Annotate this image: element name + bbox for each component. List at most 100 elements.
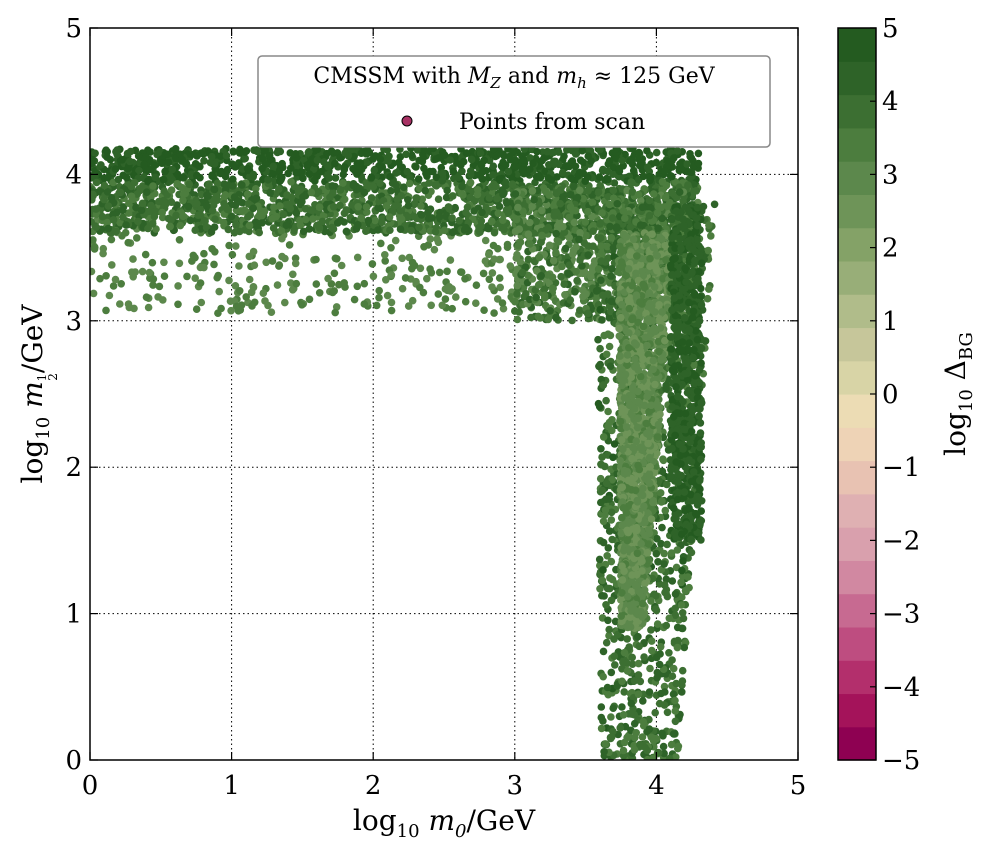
scatter-point bbox=[548, 273, 557, 282]
scatter-point bbox=[669, 664, 678, 673]
scatter-point bbox=[309, 215, 317, 223]
scatter-point bbox=[435, 213, 444, 221]
scatter-point bbox=[245, 275, 254, 284]
scatter-point bbox=[90, 236, 97, 244]
scatter-point bbox=[604, 544, 613, 552]
scatter-point bbox=[281, 298, 289, 307]
scatter-point bbox=[645, 196, 654, 205]
scatter-point bbox=[342, 227, 351, 236]
scatter-point bbox=[249, 283, 258, 291]
scatter-point bbox=[603, 174, 611, 183]
scatter-point bbox=[91, 243, 99, 251]
scatter-point bbox=[558, 262, 566, 271]
scatter-point bbox=[340, 209, 349, 218]
scatter-point bbox=[397, 215, 406, 223]
scatter-point bbox=[266, 189, 274, 197]
scatter-point bbox=[654, 224, 662, 232]
scatter-point bbox=[200, 249, 208, 258]
scatter-point bbox=[433, 235, 441, 243]
scatter-point bbox=[449, 192, 457, 200]
scatter-point bbox=[175, 259, 184, 268]
scatter-point bbox=[619, 746, 628, 755]
scatter-point bbox=[325, 174, 334, 182]
scatter-point bbox=[155, 197, 163, 206]
scatter-point bbox=[173, 180, 181, 188]
scatter-point bbox=[261, 297, 269, 305]
scatter-point bbox=[225, 276, 233, 285]
scatter-point bbox=[383, 291, 392, 300]
scatter-point bbox=[279, 210, 288, 219]
scatter-point bbox=[230, 228, 239, 237]
scatter-point bbox=[600, 592, 608, 600]
scatter-point bbox=[597, 713, 606, 722]
scatter-point bbox=[174, 300, 182, 309]
scatter-point bbox=[446, 156, 454, 164]
scatter-point bbox=[598, 453, 606, 461]
scatter-point bbox=[299, 174, 307, 183]
scatter-point bbox=[628, 653, 636, 662]
scatter-point bbox=[686, 150, 694, 158]
scatter-point bbox=[282, 221, 291, 229]
scatter-point bbox=[407, 226, 416, 235]
scatter-point bbox=[496, 283, 505, 292]
scatter-point bbox=[596, 305, 604, 314]
scatter-point bbox=[605, 418, 614, 427]
scatter-point bbox=[498, 299, 507, 307]
scatter-point bbox=[552, 229, 560, 238]
scatter-point bbox=[576, 228, 584, 237]
scatter-point bbox=[651, 708, 659, 717]
scatter-point bbox=[596, 220, 604, 228]
scatter-point bbox=[594, 335, 602, 344]
scatter-point bbox=[489, 171, 497, 179]
scatter-point bbox=[149, 281, 157, 289]
scatter-point bbox=[596, 344, 604, 353]
scatter-point bbox=[103, 173, 112, 182]
scatter-point bbox=[655, 660, 664, 669]
scatter-point bbox=[102, 306, 110, 315]
scatter-point bbox=[360, 300, 369, 308]
scatter-point bbox=[249, 170, 258, 179]
scatter-point bbox=[500, 225, 508, 234]
scatter-point bbox=[103, 188, 112, 196]
scatter-point bbox=[354, 221, 362, 229]
scatter-point bbox=[211, 215, 219, 223]
scatter-point bbox=[675, 188, 684, 196]
scatter-point bbox=[357, 214, 365, 222]
scatter-point bbox=[704, 246, 712, 255]
scatter-point bbox=[457, 268, 466, 277]
scatter-point bbox=[252, 194, 261, 203]
scatter-point bbox=[390, 202, 399, 210]
scatter-point bbox=[541, 167, 549, 175]
scatter-point bbox=[607, 516, 616, 524]
scatter-point bbox=[255, 228, 263, 237]
scatter-point bbox=[607, 297, 616, 306]
scatter-point bbox=[651, 592, 660, 600]
scatter-point bbox=[404, 302, 413, 310]
scatter-point bbox=[273, 281, 282, 289]
scatter-point bbox=[457, 161, 465, 169]
scatter-point bbox=[628, 188, 637, 196]
scatter-point bbox=[186, 216, 195, 225]
scatter-point bbox=[518, 268, 527, 277]
scatter-point bbox=[244, 213, 252, 221]
scatter-point bbox=[192, 305, 201, 314]
scatter-point bbox=[564, 269, 572, 278]
scatter-point bbox=[207, 228, 216, 236]
scatter-point bbox=[619, 207, 628, 215]
scatter-point bbox=[109, 282, 118, 290]
scatter-point bbox=[694, 159, 703, 168]
scatter-point bbox=[501, 161, 510, 169]
scatter-point bbox=[493, 194, 501, 203]
scatter-point bbox=[610, 440, 619, 448]
scatter-point bbox=[576, 186, 584, 195]
scatter-point bbox=[466, 178, 475, 187]
scatter-point bbox=[175, 236, 184, 244]
scatter-point bbox=[543, 147, 552, 156]
scatter-point bbox=[427, 269, 436, 277]
scatter-point bbox=[484, 224, 493, 233]
scatter-point bbox=[528, 187, 537, 195]
scatter-point bbox=[485, 250, 493, 259]
scatter-point bbox=[660, 560, 668, 568]
scatter-point bbox=[360, 279, 369, 288]
scatter-point bbox=[584, 251, 592, 259]
